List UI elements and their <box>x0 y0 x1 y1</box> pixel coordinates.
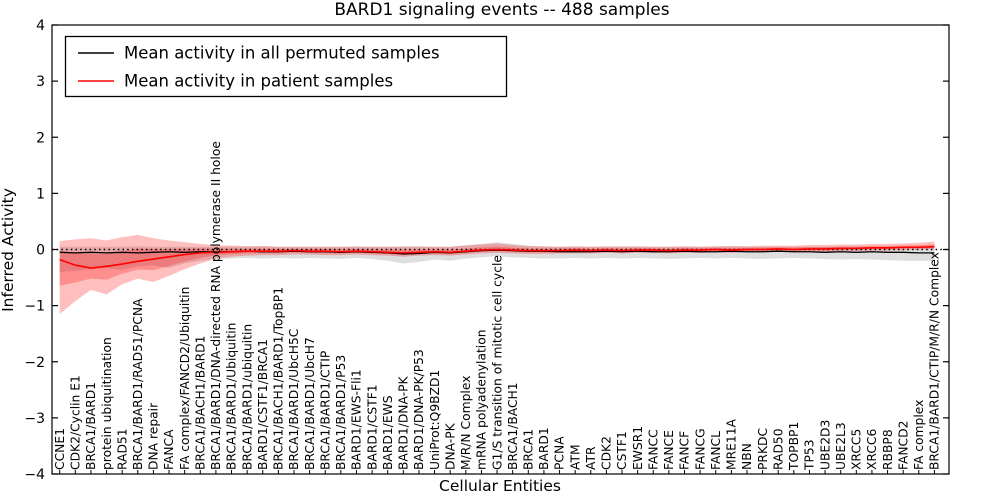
x-tick-label: G1/S transition of mitotic cell cycle <box>490 255 504 470</box>
x-tick-label: CDK2/Cyclin E1 <box>69 375 83 470</box>
axis-ticks-layer <box>52 24 949 475</box>
x-axis-label: Cellular Entities <box>439 477 561 495</box>
series-lines-layer <box>59 245 935 269</box>
x-tick-label: DNA repair <box>147 402 161 470</box>
x-tick-label: FANCF <box>678 431 692 470</box>
x-tick-label: BARD1 <box>537 427 551 470</box>
x-tick-label: protein ubiquitination <box>100 337 114 470</box>
x-tick-label: UniProt:Q9BZD1 <box>428 370 442 470</box>
x-tick-label: RBBP8 <box>881 429 895 470</box>
x-tick-label: DNA-PK <box>443 422 457 470</box>
x-tick-label: BARD1/EWS <box>381 395 395 470</box>
y-tick-labels-layer: 4 3 2 1 0 −1 −2 −3 −4 <box>24 18 45 483</box>
y-tick-label: 2 <box>36 130 45 146</box>
x-tick-label: BRCA1/BARD1/ubiquitin <box>240 324 254 470</box>
x-tick-label: CCNE1 <box>53 428 67 470</box>
x-tick-label: PRKDC <box>756 428 770 470</box>
x-tick-label: FANCL <box>709 431 723 470</box>
legend-box <box>64 35 508 98</box>
x-tick-label: BARD1/CSTF1/BRCA1 <box>256 339 270 470</box>
x-tick-label: BARD1/DNA-PK <box>397 376 411 470</box>
y-tick-label: −3 <box>24 411 45 427</box>
x-tick-label: BRCA1/BARD1/Ubiquitin <box>225 323 239 470</box>
x-tick-label: BRCA1/BACH1/BARD1 <box>193 336 207 470</box>
x-tick-label: BRCA1/BARD1/DNA-directed RNA polymerase … <box>209 141 223 470</box>
x-tick-label: PCNA <box>553 436 567 470</box>
y-axis-label: Inferred Activity <box>0 188 17 312</box>
x-tick-label: BARD1/EWS-Fli1 <box>350 369 364 470</box>
x-tick-label: BARD1/DNA-PK/P53 <box>412 349 426 470</box>
x-tick-label: BARD1/CSTF1 <box>365 384 379 470</box>
x-tick-label: UBE2D3 <box>818 420 832 470</box>
y-tick-label: −4 <box>24 467 45 483</box>
x-tick-label: TP53 <box>803 439 817 471</box>
x-tick-label: CSTF1 <box>615 431 629 470</box>
x-tick-label: RAD50 <box>771 428 785 470</box>
x-tick-label: FANCG <box>693 428 707 470</box>
y-tick-label: 3 <box>36 74 45 90</box>
x-tick-label: ATR <box>584 446 598 470</box>
x-tick-label: UBE2L3 <box>834 422 848 470</box>
x-tick-label: BRCA1/BARD1/CTIP/M/R/N Complex <box>928 252 942 470</box>
chart-title: BARD1 signaling events -- 488 samples <box>334 0 669 20</box>
x-tick-label: FA complex/FANCD2/Ubiquitin <box>178 287 192 470</box>
y-tick-label: 4 <box>36 18 45 34</box>
legend-label-permuted: Mean activity in all permuted samples <box>124 44 440 63</box>
x-tick-label: FANCE <box>662 430 676 470</box>
series-line-patient <box>59 245 935 269</box>
x-tick-labels-layer: CCNE1 CDK2/Cyclin E1 BRCA1/BARD1 protein ub… <box>53 141 942 471</box>
x-tick-label: FANCD2 <box>896 421 910 470</box>
x-tick-label: MRE11A <box>725 418 739 470</box>
x-tick-label: BRCA1/BACH1/BARD1/TopBP1 <box>272 287 286 470</box>
y-tick-label: −1 <box>24 299 45 315</box>
x-tick-label: CDK2 <box>600 436 614 470</box>
x-tick-label: EWSR1 <box>631 426 645 470</box>
y-tick-label: −2 <box>24 355 45 371</box>
x-tick-label: XRCC5 <box>850 429 864 470</box>
legend: Mean activity in all permuted samples Me… <box>64 35 508 98</box>
x-tick-label: mRNA polyadenylation <box>475 329 489 470</box>
y-tick-label: 1 <box>36 186 45 202</box>
x-tick-label: BRCA1/BARD1/P53 <box>334 355 348 470</box>
y-tick-label: 0 <box>36 243 45 259</box>
x-tick-label: BRCA1/BACH1 <box>506 382 520 470</box>
x-tick-label: BRCA1/BARD1 <box>84 382 98 470</box>
x-tick-label: FA complex <box>912 400 926 470</box>
x-tick-label: XRCC6 <box>865 428 879 470</box>
x-tick-label: RAD51 <box>115 428 129 470</box>
x-tick-label: BRCA1 <box>522 429 536 470</box>
x-tick-label: FANCA <box>162 429 176 470</box>
x-tick-label: NBN <box>740 443 754 470</box>
confidence-band-patient <box>59 234 935 315</box>
legend-label-patient: Mean activity in patient samples <box>124 72 393 91</box>
x-tick-label: TOPBP1 <box>787 422 801 471</box>
x-tick-label: BRCA1/BARD1/UbcH5C <box>287 329 301 470</box>
x-tick-label: FANCC <box>646 429 660 470</box>
x-tick-label: ATM <box>568 444 582 470</box>
x-tick-label: BRCA1/BARD1/RAD51/PCNA <box>131 298 145 470</box>
x-tick-label: BRCA1/BARD1/CTIP <box>318 351 332 470</box>
x-tick-label: BRCA1/BARD1/UbcH7 <box>303 337 317 470</box>
x-tick-label: M/R/N Complex <box>459 376 473 470</box>
